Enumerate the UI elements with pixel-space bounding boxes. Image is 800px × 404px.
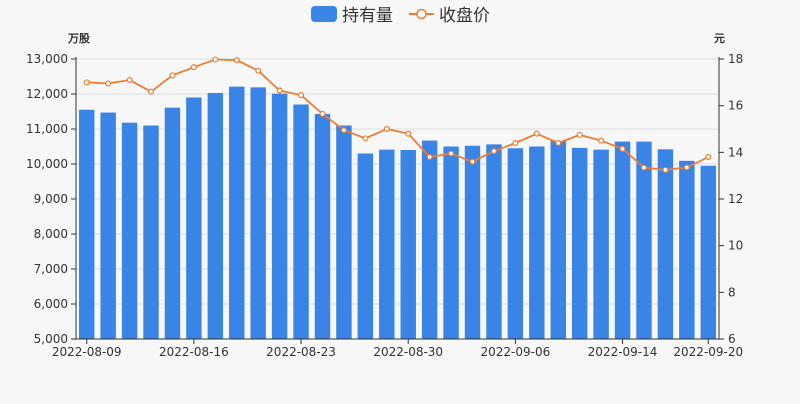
price-point bbox=[169, 72, 176, 79]
bar bbox=[164, 107, 181, 340]
x-axis-tick-label: 2022-08-16 bbox=[159, 345, 229, 359]
price-point bbox=[148, 88, 155, 95]
price-point bbox=[298, 92, 305, 99]
legend-line-label: 收盘价 bbox=[439, 6, 490, 26]
price-point bbox=[640, 164, 647, 171]
price-point bbox=[105, 80, 112, 87]
left-axis-unit: 万股 bbox=[67, 32, 91, 45]
price-point bbox=[383, 125, 390, 132]
legend-line-marker bbox=[416, 8, 427, 20]
left-axis-tick-label: 8,000 bbox=[34, 227, 68, 241]
price-point bbox=[555, 140, 562, 147]
x-axis-tick-label: 2022-08-09 bbox=[52, 345, 122, 359]
price-point bbox=[83, 79, 90, 86]
x-axis-tick-label: 2022-08-23 bbox=[266, 345, 336, 359]
bar bbox=[121, 122, 138, 339]
legend-bar-label: 持有量 bbox=[342, 6, 393, 26]
right-axis-tick-label: 6 bbox=[728, 332, 736, 346]
bar bbox=[186, 97, 202, 339]
bar bbox=[229, 86, 245, 340]
price-point bbox=[212, 56, 219, 63]
right-axis-unit: 元 bbox=[714, 32, 725, 45]
price-point bbox=[255, 67, 262, 74]
right-axis-tick-label: 10 bbox=[728, 239, 743, 253]
legend-item-line[interactable]: 收盘价 bbox=[409, 6, 490, 26]
bar bbox=[614, 141, 631, 339]
grid-lines bbox=[76, 58, 719, 305]
bar bbox=[336, 125, 352, 339]
bar bbox=[100, 112, 116, 339]
bar bbox=[379, 149, 395, 339]
left-axis-tick-label: 10,000 bbox=[26, 157, 68, 171]
bar bbox=[79, 109, 95, 339]
price-point bbox=[576, 131, 583, 138]
right-axis-tick-label: 8 bbox=[728, 285, 736, 299]
bar bbox=[550, 140, 566, 339]
price-point bbox=[340, 127, 347, 134]
left-axis-tick-label: 5,000 bbox=[34, 332, 68, 346]
bar bbox=[400, 150, 416, 339]
line-series bbox=[83, 56, 712, 173]
price-point bbox=[319, 110, 326, 117]
price-point bbox=[448, 150, 455, 157]
price-point bbox=[705, 154, 712, 161]
bar-series bbox=[79, 86, 716, 340]
price-point bbox=[512, 140, 519, 147]
legend-item-bar[interactable]: 持有量 bbox=[311, 6, 393, 26]
right-axis-tick-label: 18 bbox=[728, 52, 743, 66]
bar bbox=[636, 141, 652, 339]
bar bbox=[314, 113, 331, 339]
bar bbox=[293, 104, 309, 339]
x-axis-tick-label: 2022-08-30 bbox=[373, 345, 443, 359]
right-axis-tick-label: 16 bbox=[728, 99, 743, 113]
bar bbox=[357, 153, 374, 339]
price-point bbox=[233, 57, 240, 64]
bar bbox=[571, 147, 588, 339]
price-point bbox=[190, 64, 197, 71]
price-point bbox=[405, 130, 412, 137]
left-axis-tick-label: 6,000 bbox=[34, 297, 68, 311]
bar bbox=[657, 149, 674, 339]
bar bbox=[250, 87, 266, 339]
x-axis-tick-label: 2022-09-20 bbox=[673, 345, 743, 359]
price-point bbox=[469, 158, 476, 165]
price-point bbox=[619, 145, 626, 152]
bar bbox=[679, 160, 695, 339]
legend[interactable]: 持有量 收盘价 bbox=[311, 6, 490, 26]
bar bbox=[593, 149, 609, 339]
legend-bar-swatch bbox=[311, 6, 337, 22]
bar bbox=[271, 93, 288, 340]
bar bbox=[486, 144, 502, 339]
price-point bbox=[126, 76, 133, 83]
bar bbox=[507, 148, 524, 339]
price-point bbox=[362, 135, 369, 142]
bar bbox=[700, 165, 716, 339]
bar bbox=[529, 146, 545, 339]
left-axis-tick-label: 12,000 bbox=[26, 87, 68, 101]
left-axis-tick-label: 13,000 bbox=[26, 52, 68, 66]
left-axis-tick-label: 11,000 bbox=[26, 122, 68, 136]
bar bbox=[143, 125, 159, 339]
price-point bbox=[490, 148, 497, 155]
x-axis-tick-label: 2022-09-06 bbox=[481, 345, 551, 359]
price-point bbox=[276, 87, 283, 94]
bar bbox=[207, 92, 224, 339]
price-point bbox=[598, 137, 605, 144]
price-point bbox=[662, 166, 669, 173]
axes: 5,000 6,000 7,000 8,000 9,000 10,000 11,000 12,… bbox=[26, 52, 743, 359]
x-axis-tick-label: 2022-09-14 bbox=[588, 345, 658, 359]
price-line bbox=[86, 58, 709, 171]
bar bbox=[443, 146, 459, 339]
left-axis-tick-label: 7,000 bbox=[34, 262, 68, 276]
left-axis-tick-label: 9,000 bbox=[34, 192, 68, 206]
right-axis-tick-label: 14 bbox=[728, 145, 743, 159]
price-point bbox=[683, 164, 690, 171]
bar bbox=[464, 145, 481, 339]
price-point bbox=[426, 154, 433, 161]
right-axis-tick-label: 12 bbox=[728, 192, 743, 206]
bar bbox=[421, 140, 438, 339]
price-point bbox=[533, 130, 540, 137]
